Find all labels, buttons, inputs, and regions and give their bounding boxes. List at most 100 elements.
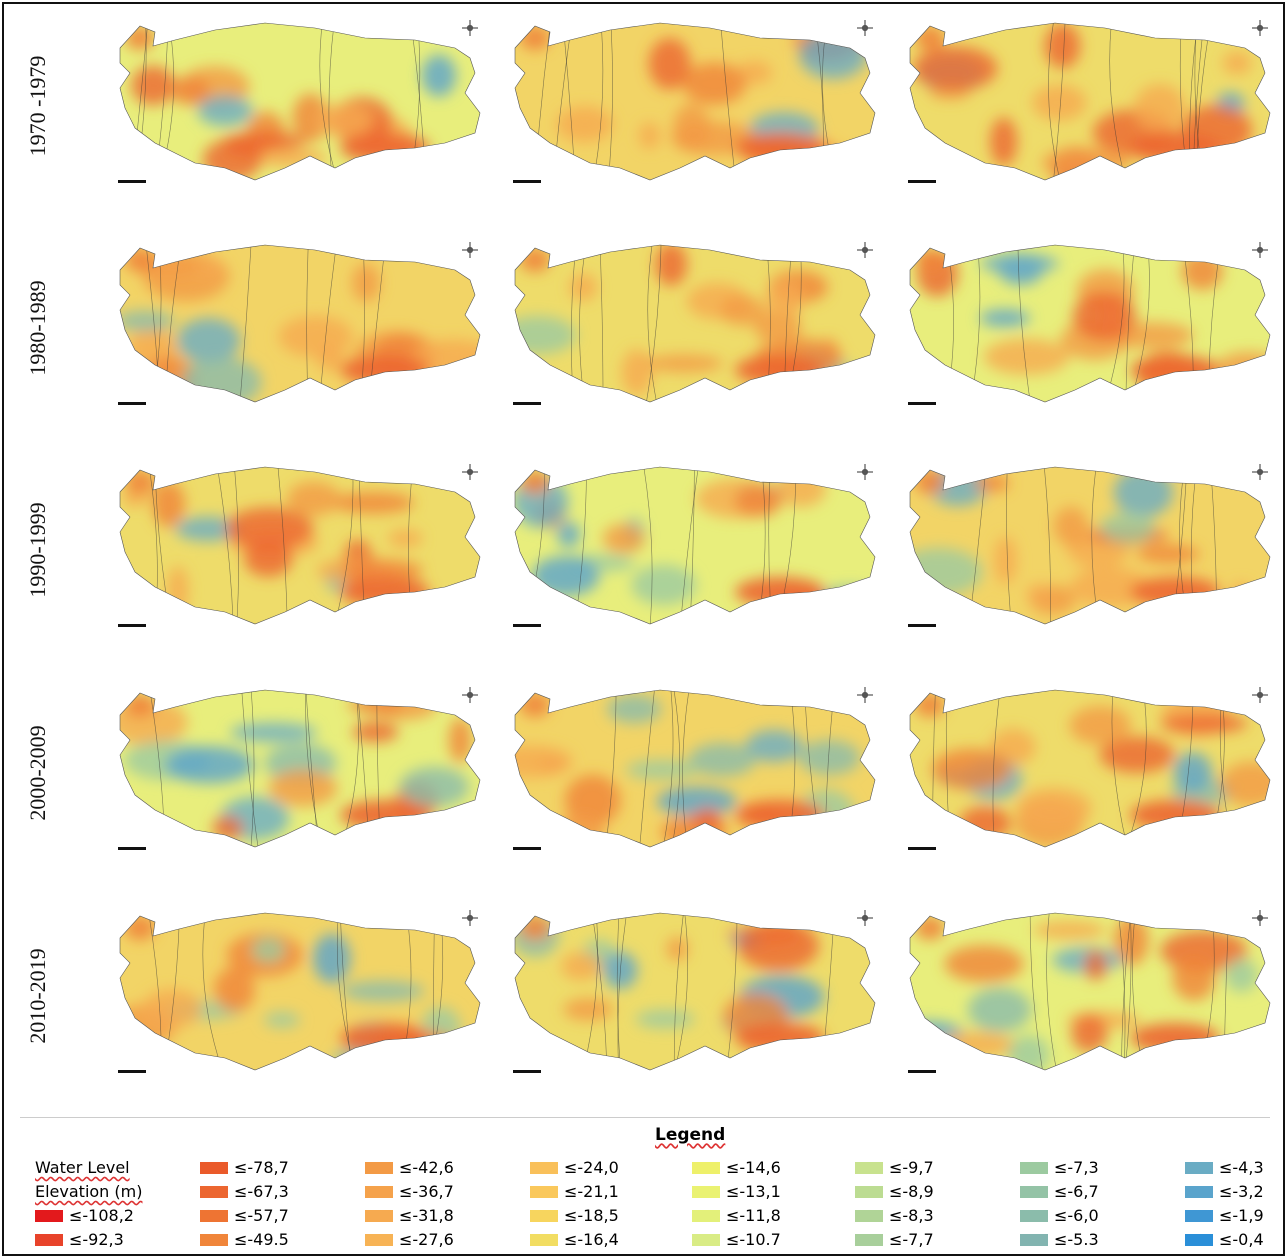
scale-bar — [908, 847, 936, 850]
compass-center — [863, 916, 868, 921]
north-arrow — [1252, 242, 1268, 258]
map-panel — [510, 908, 880, 1078]
map-blob — [1167, 372, 1232, 403]
map-blob — [557, 522, 580, 548]
compass-center — [1258, 26, 1263, 31]
north-arrow — [857, 20, 873, 36]
legend-item: ≤-92,3 — [35, 1230, 124, 1249]
map-blob — [631, 565, 696, 605]
map-panel — [510, 462, 880, 632]
compass-center — [1258, 916, 1263, 921]
legend-item: ≤-14,6 — [692, 1158, 781, 1177]
map-blob — [1084, 950, 1107, 981]
map-blob — [1173, 752, 1212, 791]
map-blob — [649, 38, 691, 89]
legend-swatch — [855, 1186, 883, 1198]
map-blob — [561, 952, 602, 980]
legend-item: ≤-7,7 — [855, 1230, 934, 1249]
map-blob — [226, 507, 314, 550]
map-fill — [510, 18, 880, 189]
legend-label: ≤-11,8 — [726, 1206, 781, 1225]
map-blob — [990, 117, 1017, 166]
legend-swatch — [1020, 1162, 1048, 1174]
map-blob — [895, 548, 983, 596]
map-blob — [980, 309, 1030, 327]
map-blob — [489, 745, 573, 777]
legend-label: ≤-7,7 — [889, 1230, 934, 1249]
map-blob — [421, 1007, 460, 1052]
map-blob — [177, 318, 241, 363]
compass-center — [1258, 248, 1263, 253]
scale-bar — [908, 402, 936, 405]
map-fill — [115, 240, 497, 410]
legend-label: ≤-4,3 — [1219, 1158, 1264, 1177]
map-blob — [1016, 788, 1091, 829]
map-blob — [563, 998, 613, 1021]
map-blob — [1160, 714, 1247, 734]
map-blob — [720, 295, 764, 325]
legend-item: ≤-6,7 — [1020, 1182, 1099, 1201]
map-blob — [626, 760, 699, 780]
legend-swatch — [530, 1210, 558, 1222]
map-blob — [332, 1047, 422, 1070]
compass-center — [863, 693, 868, 698]
map-blob — [115, 311, 174, 332]
map-blob — [520, 26, 550, 50]
map-blob — [532, 556, 600, 596]
legend-label: ≤-67,3 — [234, 1182, 289, 1201]
legend-swatch — [530, 1162, 558, 1174]
legend-label: ≤-6,0 — [1054, 1206, 1099, 1225]
map-blob — [198, 257, 221, 276]
legend-swatch — [1185, 1186, 1213, 1198]
legend-item: ≤-36,7 — [365, 1182, 454, 1201]
map-blob — [771, 145, 858, 189]
row-label: 1970 -1979 — [25, 6, 51, 206]
map-fill — [510, 908, 880, 1078]
map-blob — [388, 529, 423, 547]
north-arrow — [1252, 464, 1268, 480]
map-blob — [125, 693, 155, 717]
legend-label: ≤-8,9 — [889, 1182, 934, 1201]
legend-label: ≤-10.7 — [726, 1230, 781, 1249]
map-blob — [603, 524, 645, 554]
map-blob — [689, 743, 756, 777]
map-blob — [1073, 292, 1137, 340]
north-arrow — [857, 687, 873, 703]
north-arrow — [462, 910, 478, 926]
map-blob — [968, 988, 1032, 1032]
map-blob — [1044, 23, 1080, 68]
legend-label: ≤-24,0 — [564, 1158, 619, 1177]
legend-item: ≤-42,6 — [365, 1158, 454, 1177]
north-arrow — [1252, 20, 1268, 36]
map-blob — [738, 921, 819, 972]
map-blob — [915, 693, 945, 717]
north-arrow — [857, 242, 873, 258]
map-blob — [915, 470, 945, 494]
legend-swatch — [692, 1234, 720, 1246]
map-blob — [167, 566, 188, 615]
scale-bar — [118, 402, 146, 405]
map-blob — [152, 481, 185, 527]
map-blob — [775, 471, 826, 508]
scale-bar — [513, 180, 541, 183]
legend-item: ≤-4,3 — [1185, 1158, 1264, 1177]
map-blob — [520, 248, 550, 272]
map-blob — [1134, 84, 1185, 131]
map-panel — [489, 685, 880, 855]
legend-swatch — [1020, 1234, 1048, 1246]
map-blob — [1222, 51, 1251, 74]
map-blob — [984, 338, 1070, 375]
map-blob — [1229, 583, 1253, 609]
map-panel — [895, 462, 1275, 632]
map-blob — [1071, 1014, 1108, 1052]
legend-swatch — [1020, 1210, 1048, 1222]
legend-label: ≤-78,7 — [234, 1158, 289, 1177]
map-blob — [268, 770, 337, 807]
map-blob — [1172, 955, 1215, 1001]
legend-swatch — [530, 1186, 558, 1198]
compass-center — [468, 248, 473, 253]
legend-item: ≤-8,3 — [855, 1206, 934, 1225]
map-fill — [510, 462, 880, 632]
scale-bar — [118, 624, 146, 627]
map-panel — [115, 18, 485, 188]
